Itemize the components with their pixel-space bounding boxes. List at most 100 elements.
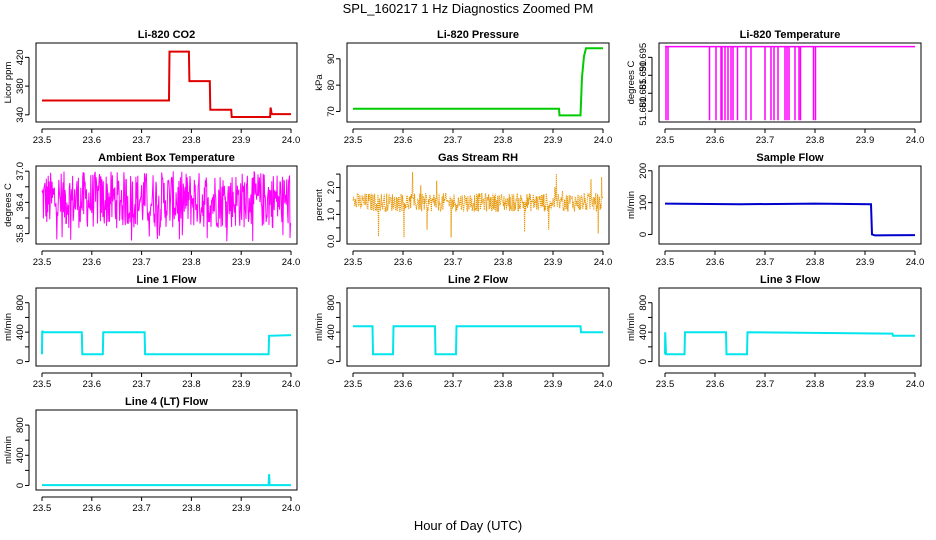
y-axis-label: ml/min	[314, 313, 325, 341]
series-line	[41, 330, 292, 356]
y-tick-label: 420	[15, 49, 26, 65]
x-tick-label: 23.5	[656, 257, 675, 268]
x-tick-label: 24.0	[594, 257, 613, 268]
x-tick-label: 23.8	[182, 257, 201, 268]
plot-frame	[346, 42, 610, 123]
y-tick-label: 70	[326, 106, 337, 117]
y-tick-label: 0	[638, 359, 649, 364]
panel-title: Li-820 Temperature	[740, 29, 841, 41]
x-tick-label: 23.5	[344, 257, 363, 268]
x-tick-label: 23.6	[706, 257, 725, 268]
x-tick-label: 23.6	[394, 379, 413, 390]
x-tick-label: 24.0	[282, 257, 301, 268]
data-layer	[664, 202, 916, 237]
y-axis-label: degrees C	[626, 60, 637, 104]
panel-title: Ambient Box Temperature	[98, 152, 235, 164]
panel-title: Line 4 (LT) Flow	[125, 396, 208, 408]
noise-trace	[41, 171, 292, 242]
y-tick-label: 400	[15, 324, 26, 340]
x-tick-label: 23.6	[83, 503, 102, 514]
y-tick-label: 37.0	[15, 162, 26, 181]
x-tick-label: 23.8	[806, 135, 825, 146]
plot-frame	[35, 42, 298, 123]
x-tick-label: 24.0	[594, 135, 613, 146]
plot-frame	[35, 287, 298, 367]
series-line	[664, 202, 916, 237]
x-tick-label: 23.9	[856, 135, 875, 146]
y-tick-label: 380	[15, 78, 26, 94]
x-tick-label: 23.5	[656, 379, 675, 390]
x-tick-label: 23.9	[544, 135, 563, 146]
x-tick-label: 23.6	[394, 135, 413, 146]
panel-line1: Line 1 Flow 23.5 23.6 23.7 23.8 23.9 24.0 0 400 8…	[3, 274, 300, 390]
x-tick-label: 23.8	[494, 135, 513, 146]
x-tick-label: 23.7	[444, 135, 463, 146]
panel-rh: Gas Stream RH 23.5 23.6 23.7 23.8 23.9 24.0 0.0…	[314, 152, 612, 268]
x-tick-label: 23.5	[33, 379, 52, 390]
plot-frame	[658, 42, 922, 123]
x-tick-label: 23.9	[232, 503, 251, 514]
x-tick-label: 23.7	[444, 257, 463, 268]
x-tick-label: 23.8	[182, 379, 201, 390]
panel-co2: Li-820 CO2 23.5 23.6 23.7 23.8 23.9 24.0 340 380…	[3, 29, 300, 146]
plot-frame	[35, 165, 298, 245]
x-tick-label: 23.7	[756, 257, 775, 268]
x-tick-label: 23.7	[132, 257, 151, 268]
x-tick-label: 23.5	[344, 135, 363, 146]
y-tick-label: 0.0	[326, 235, 337, 248]
x-tick-label: 23.6	[83, 257, 102, 268]
data-layer	[42, 50, 291, 118]
plot-frame	[346, 287, 610, 367]
y-axis-label: ml/min	[3, 436, 14, 464]
x-tick-label: 24.0	[594, 379, 613, 390]
panel-sample_flow: Sample Flow 23.5 23.6 23.7 23.8 23.9 24.0 0 100 2…	[626, 152, 924, 268]
y-tick-label: 400	[638, 324, 649, 340]
y-tick-label: 80	[326, 80, 337, 91]
x-tick-label: 23.8	[494, 379, 513, 390]
y-tick-label: 51.680	[638, 97, 649, 126]
series-line	[353, 47, 603, 117]
x-tick-label: 23.6	[83, 135, 102, 146]
x-tick-label: 23.7	[132, 135, 151, 146]
x-tick-label: 23.8	[182, 503, 201, 514]
y-tick-label: 0	[15, 483, 26, 488]
x-tick-label: 23.5	[656, 135, 675, 146]
panel-title: Li-820 Pressure	[437, 29, 519, 41]
x-tick-label: 23.9	[856, 257, 875, 268]
panel-title: Gas Stream RH	[438, 152, 518, 164]
plot-frame	[346, 165, 610, 245]
y-tick-label: 400	[15, 447, 26, 463]
panel-licor_temp: Li-820 Temperature 23.5 23.6 23.7 23.8 23.9 24…	[626, 29, 924, 146]
y-tick-label: 2.0	[326, 181, 337, 194]
y-tick-label: 90	[326, 54, 337, 65]
plot-frame	[35, 409, 298, 491]
y-axis-label: Licor ppm	[3, 62, 14, 104]
x-tick-label: 23.7	[132, 379, 151, 390]
data-layer	[41, 171, 292, 242]
y-tick-label: 0	[326, 359, 337, 364]
x-tick-label: 23.8	[806, 379, 825, 390]
y-axis-label: ml/min	[626, 313, 637, 341]
y-tick-label: 800	[15, 417, 26, 433]
y-tick-label: 51.685	[638, 79, 649, 108]
y-axis-label: ml/min	[3, 313, 14, 341]
x-tick-label: 23.9	[232, 135, 251, 146]
x-tick-label: 23.7	[756, 379, 775, 390]
y-tick-label: 400	[326, 324, 337, 340]
noise-trace	[352, 172, 604, 238]
x-tick-label: 23.9	[544, 379, 563, 390]
x-tick-label: 23.6	[394, 257, 413, 268]
panel-title: Line 1 Flow	[137, 274, 197, 286]
figure-title: SPL_160217 1 Hz Diagnostics Zoomed PM	[343, 1, 594, 16]
x-tick-label: 23.7	[756, 135, 775, 146]
y-axis-label: degrees C	[3, 183, 14, 227]
x-tick-label: 24.0	[282, 135, 301, 146]
x-tick-label: 24.0	[906, 379, 925, 390]
plot-frame	[658, 287, 922, 367]
panel-line2: Line 2 Flow 23.5 23.6 23.7 23.8 23.9 24.0 0 400 8…	[314, 274, 612, 390]
y-tick-label: 200	[638, 163, 649, 179]
data-layer	[353, 325, 603, 356]
y-tick-label: 0	[15, 359, 26, 364]
x-tick-label: 24.0	[282, 379, 301, 390]
